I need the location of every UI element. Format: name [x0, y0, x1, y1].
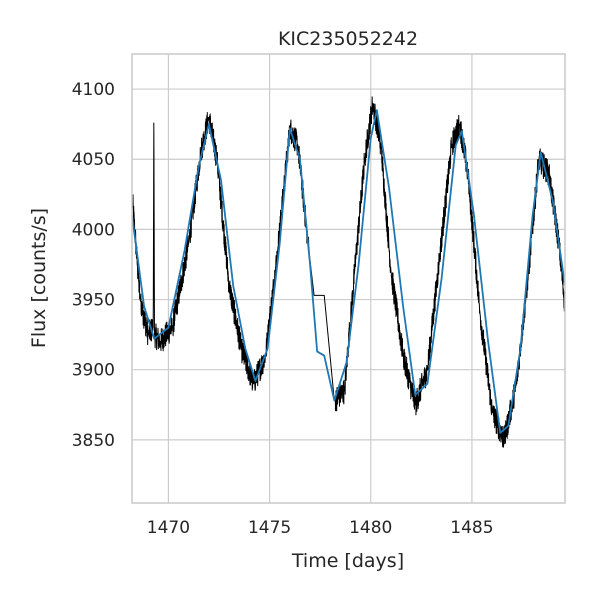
- x-tick-label: 1470: [147, 518, 190, 538]
- tick-labels: 1470 1475 1480 1485 3850 3900 3950 4000 4050 4100: [72, 80, 494, 538]
- y-axis-label: Flux [counts/s]: [28, 208, 50, 348]
- y-tick-label: 3850: [72, 431, 115, 451]
- plot-frame: [131, 53, 566, 504]
- x-tick-label: 1480: [349, 518, 392, 538]
- raw-flux-line: [132, 96, 565, 448]
- binned-flux-line: [132, 109, 565, 434]
- y-tick-label: 3900: [72, 361, 115, 381]
- y-tick-label: 4100: [72, 80, 115, 100]
- y-tick-label: 3950: [72, 291, 115, 311]
- x-tick-label: 1485: [450, 518, 493, 538]
- chart-title: KIC235052242: [278, 28, 418, 50]
- y-tick-label: 4000: [72, 220, 115, 240]
- x-tick-label: 1475: [248, 518, 291, 538]
- y-tick-label: 4050: [72, 150, 115, 170]
- x-axis-label: Time [days]: [291, 550, 404, 572]
- series-layer: [132, 96, 565, 448]
